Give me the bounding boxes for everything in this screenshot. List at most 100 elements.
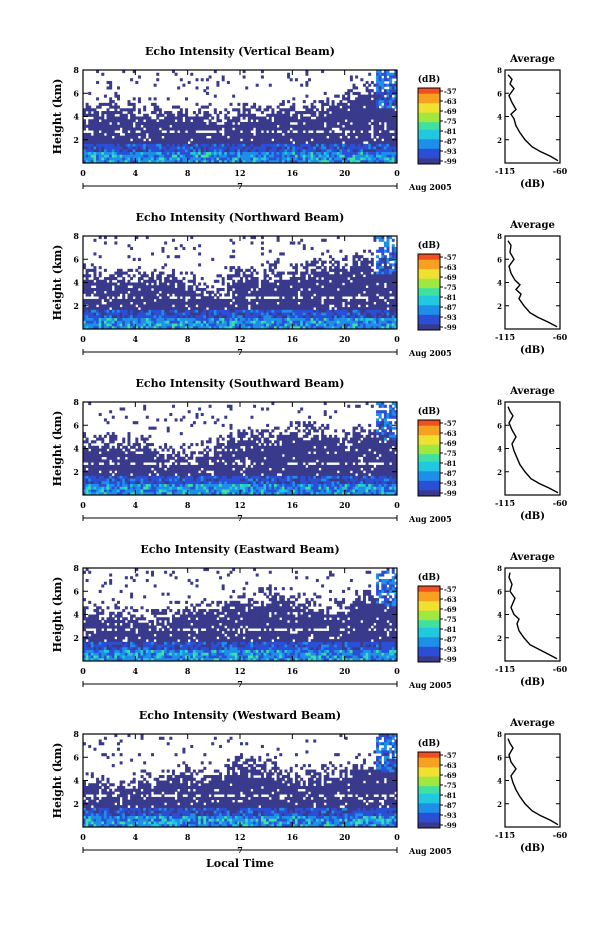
- colorbar-step: [418, 618, 440, 621]
- colorbar-level: -75: [444, 449, 457, 458]
- colorbar-step: [418, 471, 440, 474]
- colorbar-step: [418, 274, 440, 278]
- colorbar-step: [418, 769, 440, 772]
- colorbar-step: [418, 631, 440, 634]
- colorbar-level: -57: [444, 419, 457, 428]
- colorbar-step: [418, 299, 440, 302]
- colorbar-step: [418, 608, 440, 612]
- colorbar-step: [418, 444, 440, 447]
- colorbar-step: [418, 312, 440, 316]
- profile-title: Average: [509, 386, 555, 397]
- panel-title: Echo Intensity (Eastward Beam): [140, 543, 339, 556]
- profile-y-tick-label: 8: [497, 564, 502, 573]
- colorbar-step: [418, 114, 440, 117]
- colorbar-step: [418, 263, 440, 266]
- colorbar-step: [418, 490, 440, 493]
- profile-title: Average: [509, 718, 555, 729]
- colorbar-level: -63: [444, 429, 457, 438]
- colorbar-step: [418, 492, 440, 495]
- colorbar-step: [418, 154, 440, 157]
- colorbar-step: [418, 814, 440, 817]
- colorbar-step: [418, 656, 440, 659]
- colorbar-step: [418, 595, 440, 598]
- colorbar-step: [418, 269, 440, 272]
- colorbar-step: [418, 328, 440, 331]
- profile-x-tick-label: -115: [495, 830, 515, 840]
- colorbar-step: [418, 482, 440, 485]
- panel-title: Echo Intensity (Southward Beam): [136, 377, 345, 390]
- colorbar-step: [418, 635, 440, 638]
- colorbar-step: [418, 442, 440, 446]
- y-tick-label: 8: [73, 563, 79, 573]
- x-tick-label: 4: [133, 666, 139, 676]
- colorbar-step: [418, 452, 440, 455]
- y-tick-label: 4: [73, 444, 79, 454]
- heatmap-cells: [83, 734, 398, 828]
- x-tick-label: 16: [287, 832, 299, 842]
- colorbar-step: [418, 589, 440, 593]
- colorbar-step: [418, 293, 440, 297]
- colorbar-frame: [417, 751, 441, 829]
- colorbar-step: [418, 461, 440, 465]
- colorbar-step: [418, 148, 440, 152]
- colorbar-step: [418, 295, 440, 299]
- y-axis-label: Height (km): [51, 577, 64, 653]
- colorbar-step: [418, 633, 440, 636]
- colorbar-frame: [417, 87, 441, 165]
- colorbar-step: [418, 139, 440, 142]
- x-tick-label: 8: [185, 832, 191, 842]
- profile-y-tick-label: 8: [497, 730, 502, 739]
- colorbar-step: [418, 765, 440, 768]
- colorbar-step: [418, 126, 440, 129]
- colorbar-step: [418, 812, 440, 816]
- x-tick-label: 12: [234, 334, 245, 344]
- colorbar-level: -99: [444, 821, 457, 830]
- colorbar-level: -57: [444, 751, 457, 760]
- heatmap-cells: [83, 568, 398, 662]
- date-label: Aug 2005: [408, 182, 452, 192]
- colorbar-step: [418, 795, 440, 798]
- colorbar-level: -81: [444, 127, 457, 136]
- colorbar-step: [418, 99, 440, 102]
- profile-line: [507, 406, 559, 494]
- colorbar-step: [418, 259, 440, 262]
- colorbar-step: [418, 425, 440, 428]
- x-tick-label: 0: [394, 500, 400, 510]
- profile-y-tick-label: 4: [497, 445, 502, 454]
- colorbar-level: -57: [444, 585, 457, 594]
- colorbar-step: [418, 146, 440, 150]
- date-marker: 7: [237, 679, 243, 689]
- date-label: Aug 2005: [408, 680, 452, 690]
- colorbar-step: [418, 654, 440, 657]
- colorbar-step: [418, 759, 440, 762]
- colorbar-step: [418, 273, 440, 276]
- colorbar-step: [418, 145, 440, 148]
- colorbar-level: -63: [444, 263, 457, 272]
- colorbar-step: [418, 803, 440, 806]
- colorbar-level: -81: [444, 625, 457, 634]
- profile-frame: [504, 235, 561, 330]
- colorbar-level: -99: [444, 489, 457, 498]
- profile-line: [507, 240, 558, 328]
- colorbar-step: [418, 89, 440, 93]
- colorbar-step: [418, 793, 440, 797]
- colorbar-step: [418, 603, 440, 606]
- colorbar-step: [418, 282, 440, 285]
- x-tick-label: 16: [287, 500, 299, 510]
- colorbar-step: [418, 103, 440, 106]
- colorbar-step: [418, 591, 440, 594]
- colorbar-step: [418, 475, 440, 478]
- colorbar-step: [418, 88, 440, 91]
- colorbar-step: [418, 101, 440, 104]
- profile-x-label: (dB): [520, 345, 545, 356]
- colorbar-step: [418, 448, 440, 451]
- colorbar-step: [418, 826, 440, 829]
- colorbar-step: [418, 305, 440, 308]
- profile-y-tick-label: 4: [497, 611, 502, 620]
- colorbar-step: [418, 429, 440, 432]
- colorbar-step: [418, 292, 440, 295]
- y-tick-label: 4: [73, 278, 79, 288]
- colorbar: [418, 88, 440, 165]
- colorbar-level: -93: [444, 811, 457, 820]
- colorbar-step: [418, 143, 440, 146]
